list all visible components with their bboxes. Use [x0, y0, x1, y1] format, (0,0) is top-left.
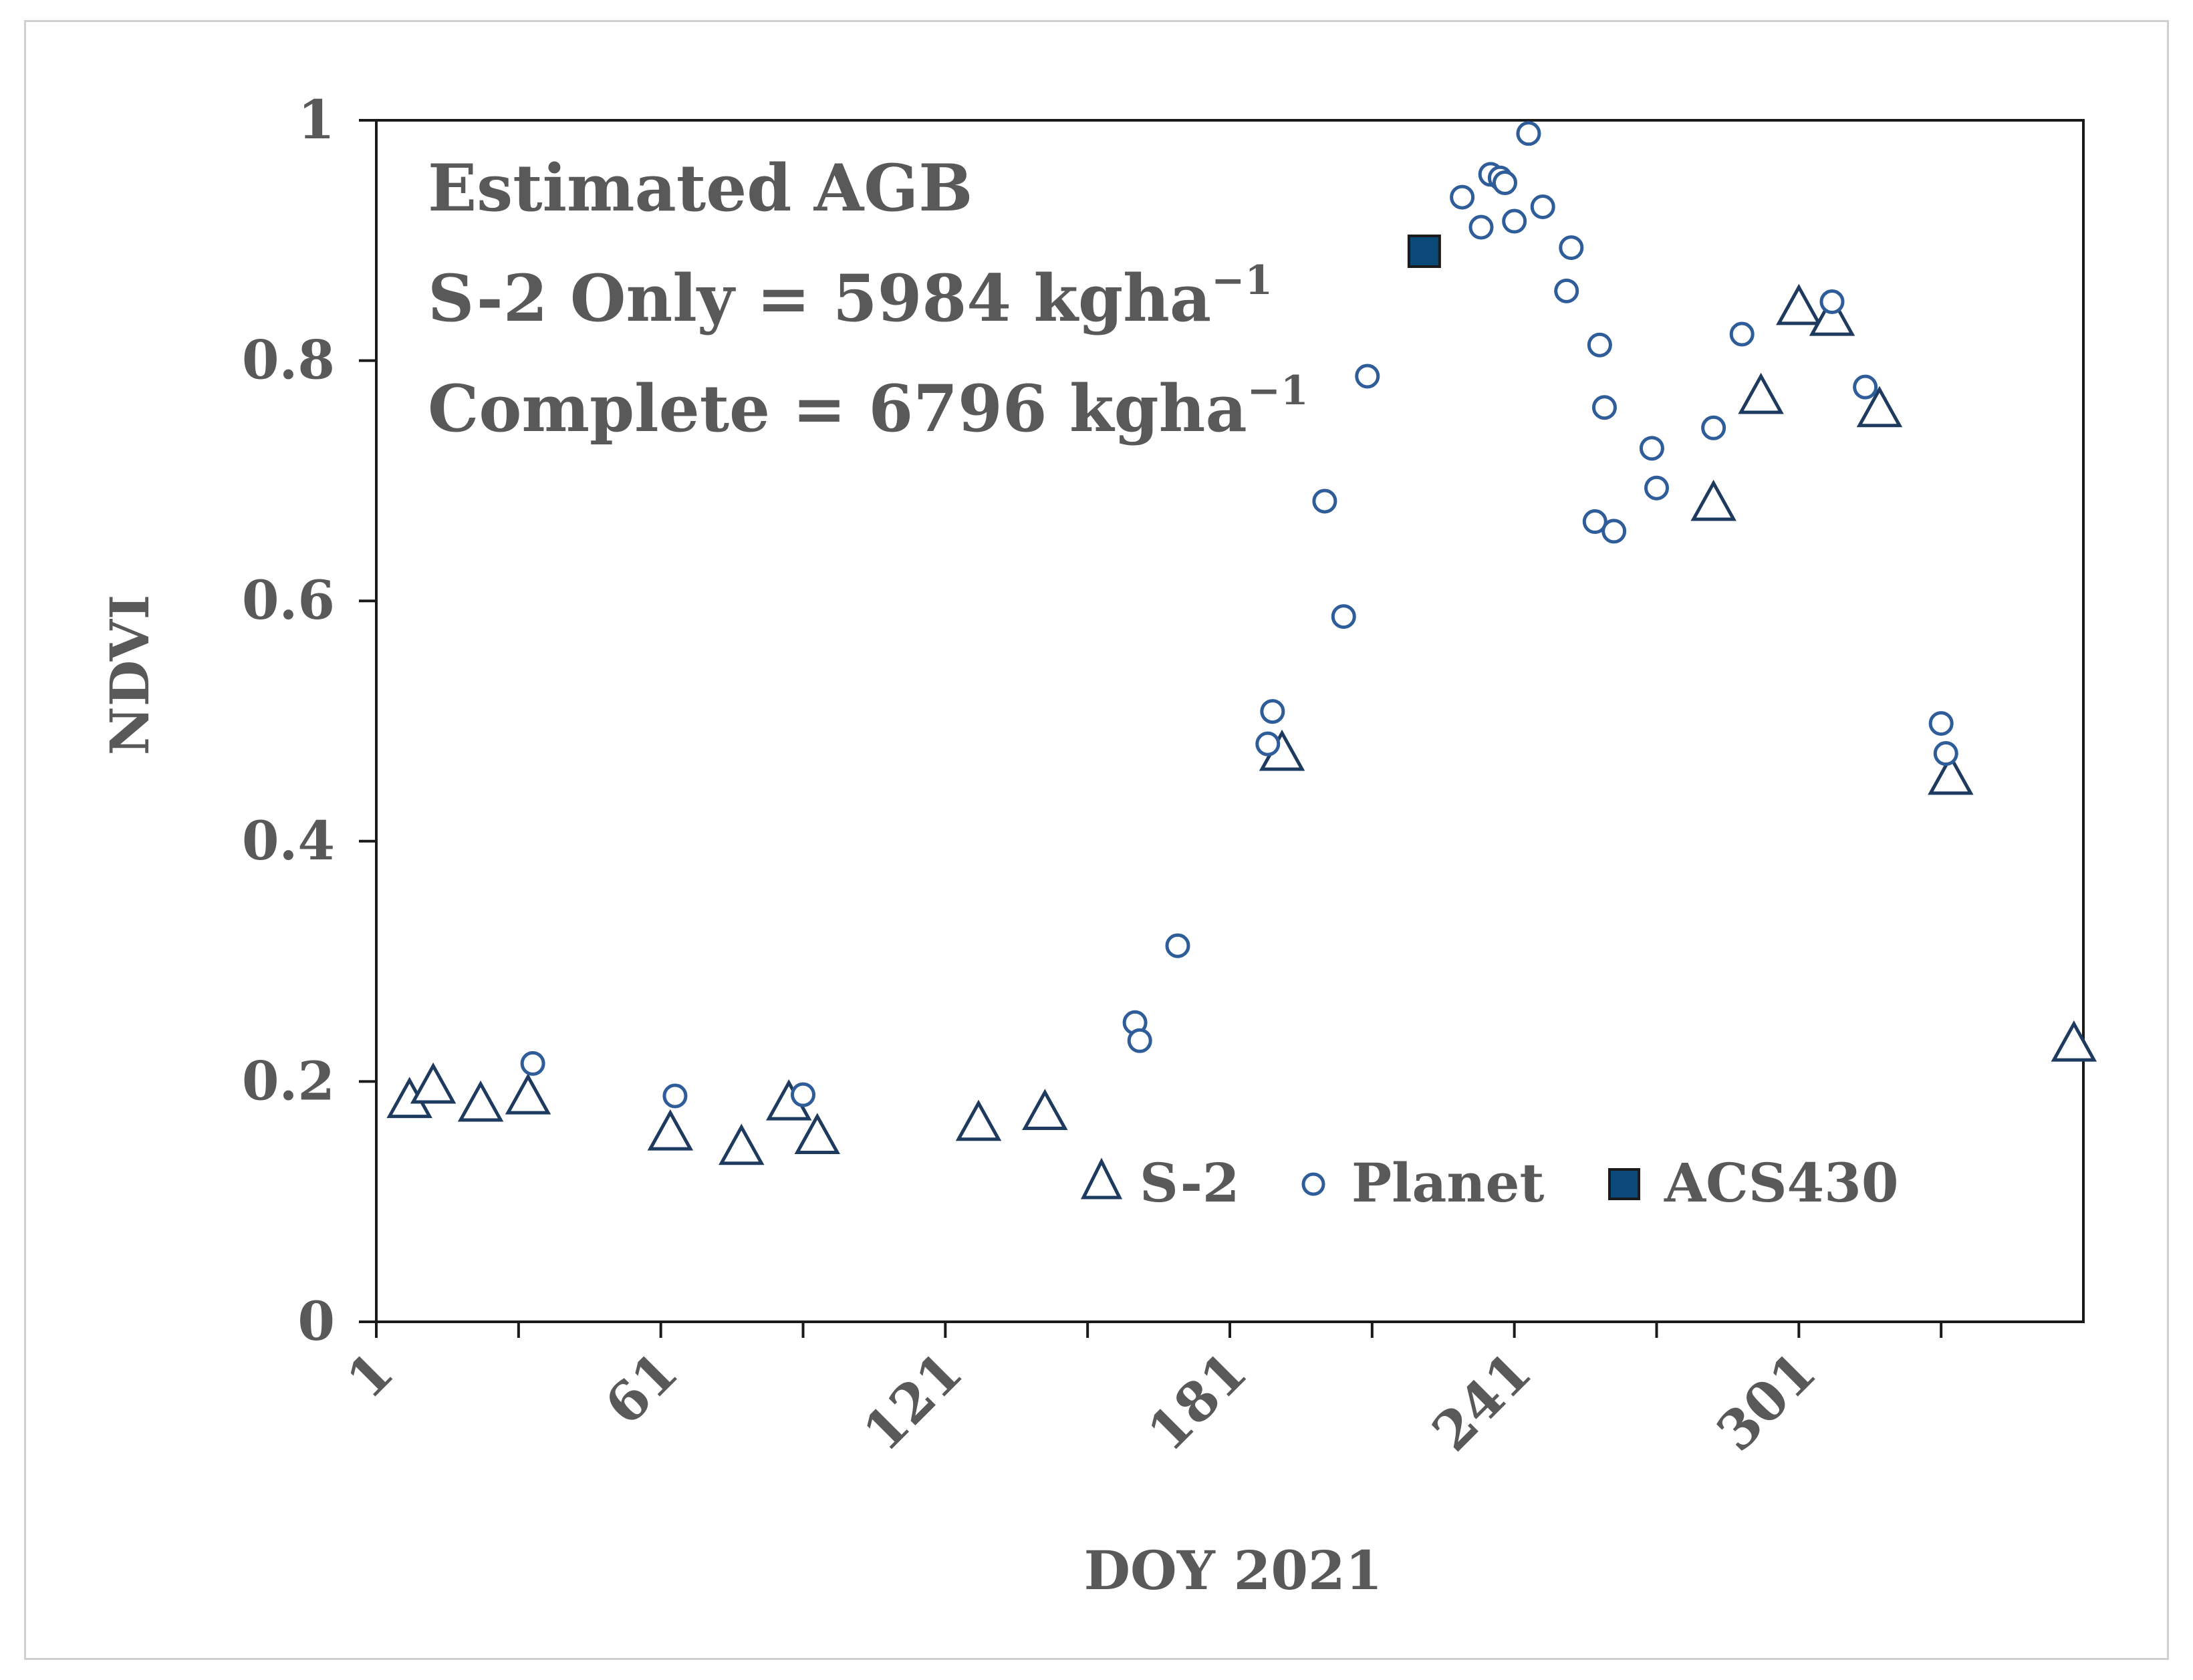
- s2-point: [410, 1062, 457, 1104]
- planet-point: [1492, 170, 1517, 195]
- annotation-line-1: Estimated AGB: [428, 150, 973, 226]
- y-axis-label: NDVI: [98, 595, 161, 756]
- annotation-line-3-superscript: −1: [1247, 368, 1309, 414]
- legend-acs430-label: ACS430: [1664, 1151, 1899, 1214]
- y-tick-label: 0.8: [242, 329, 335, 392]
- legend-planet-label: Planet: [1351, 1151, 1544, 1214]
- annotation-line-2-text: S-2 Only = 5984 kgha: [428, 261, 1211, 336]
- planet-point: [1530, 194, 1555, 219]
- y-tick-label: 0: [297, 1290, 335, 1353]
- x-tick-label: 61: [593, 1340, 690, 1437]
- planet-point: [1601, 519, 1627, 544]
- planet-point: [1639, 436, 1664, 461]
- annotation-line-3-text: Complete = 6796 kgha: [428, 371, 1247, 446]
- x-tick-label: 121: [851, 1340, 975, 1463]
- s2-point: [2051, 1020, 2097, 1062]
- s2-point: [1809, 294, 1855, 336]
- annotation-line-2-superscript: −1: [1211, 257, 1273, 304]
- acs430-point: [1407, 234, 1441, 268]
- figure-frame: [24, 20, 2169, 1660]
- planet-point: [1516, 121, 1541, 146]
- annotation-line-2: S-2 Only = 5984 kgha−1: [428, 257, 1273, 336]
- s2-point: [1690, 479, 1736, 521]
- planet-point: [1312, 488, 1337, 514]
- planet-point: [1644, 475, 1669, 501]
- s2-point: [955, 1099, 1002, 1141]
- legend-s2-marker: [1080, 1157, 1123, 1200]
- x-axis-label: DOY 2021: [1084, 1539, 1383, 1602]
- planet-point: [791, 1082, 815, 1107]
- s2-point: [1928, 753, 1974, 795]
- legend-planet-marker: [1301, 1172, 1325, 1196]
- y-axis: 0 0.2 0.4 0.6 0.8 1: [242, 88, 376, 1353]
- planet-point: [1559, 235, 1584, 261]
- s2-point: [457, 1080, 504, 1122]
- planet-point: [520, 1051, 545, 1076]
- planet-point: [1165, 933, 1190, 958]
- data-marks: [386, 121, 2097, 1165]
- y-tick-label: 1: [297, 88, 335, 151]
- planet-point: [1729, 321, 1755, 347]
- s2-point: [719, 1123, 765, 1165]
- planet-point: [1819, 289, 1845, 314]
- s2-point: [1776, 283, 1822, 325]
- planet-point: [1701, 415, 1726, 440]
- y-tick-label: 0.4: [242, 809, 335, 872]
- s2-point: [647, 1109, 694, 1151]
- planet-point: [662, 1083, 688, 1109]
- x-tick-label: 241: [1420, 1340, 1544, 1463]
- annotation-box: Estimated AGB S-2 Only = 5984 kgha−1 Com…: [428, 150, 1309, 446]
- planet-point: [1127, 1028, 1152, 1053]
- s2-point: [1856, 386, 1903, 428]
- planet-point: [1331, 604, 1356, 629]
- planet-point: [1587, 332, 1612, 358]
- legend-s2-label: S-2: [1140, 1151, 1240, 1214]
- x-tick-label: 301: [1704, 1340, 1828, 1463]
- planet-point: [1928, 711, 1954, 736]
- planet-point: [1933, 741, 1958, 766]
- x-tick-label: 1: [335, 1340, 406, 1411]
- planet-point: [1853, 374, 1878, 400]
- planet-point: [1468, 215, 1494, 240]
- s2-point: [505, 1073, 551, 1115]
- planet-point: [1554, 278, 1579, 303]
- planet-point: [1450, 184, 1475, 210]
- planet-point: [1255, 731, 1281, 756]
- s2-point: [794, 1113, 841, 1155]
- planet-point: [1582, 509, 1607, 535]
- legend: S-2 Planet ACS430: [1080, 1151, 1899, 1214]
- s2-point: [1022, 1089, 1068, 1131]
- planet-point: [1355, 364, 1380, 389]
- planet-point: [1502, 208, 1527, 234]
- annotation-line-3: Complete = 6796 kgha−1: [428, 368, 1309, 446]
- legend-acs430-marker: [1608, 1168, 1640, 1200]
- planet-point: [1591, 395, 1617, 420]
- y-tick-label: 0.6: [242, 569, 335, 632]
- x-tick-label: 181: [1136, 1340, 1259, 1463]
- x-axis: 1 61 121 181 241 301: [335, 1322, 1943, 1463]
- y-tick-label: 0.2: [242, 1049, 335, 1112]
- planet-point: [1260, 699, 1285, 724]
- s2-point: [1738, 372, 1784, 414]
